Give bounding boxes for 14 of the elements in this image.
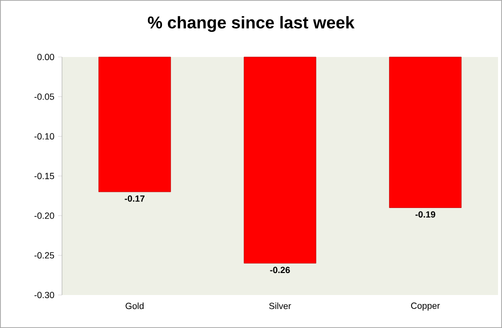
y-tick-label: -0.10 bbox=[34, 133, 54, 140]
data-label: -0.19 bbox=[415, 211, 436, 218]
y-tick-label: -0.05 bbox=[34, 93, 54, 100]
data-label: -0.17 bbox=[124, 195, 144, 202]
y-tick-label: -0.30 bbox=[34, 292, 54, 298]
chart-title: % change since last week bbox=[148, 16, 355, 32]
y-tick-label: -0.15 bbox=[34, 172, 54, 180]
x-tick-label: Gold bbox=[126, 302, 144, 310]
x-tick-label: Silver bbox=[269, 302, 292, 310]
y-tick-label: -0.20 bbox=[34, 212, 54, 219]
y-tick-label: -0.25 bbox=[34, 252, 54, 259]
y-tick-label: 0.00 bbox=[37, 54, 54, 60]
x-tick-label: Copper bbox=[411, 302, 440, 311]
data-label: -0.26 bbox=[270, 266, 290, 274]
